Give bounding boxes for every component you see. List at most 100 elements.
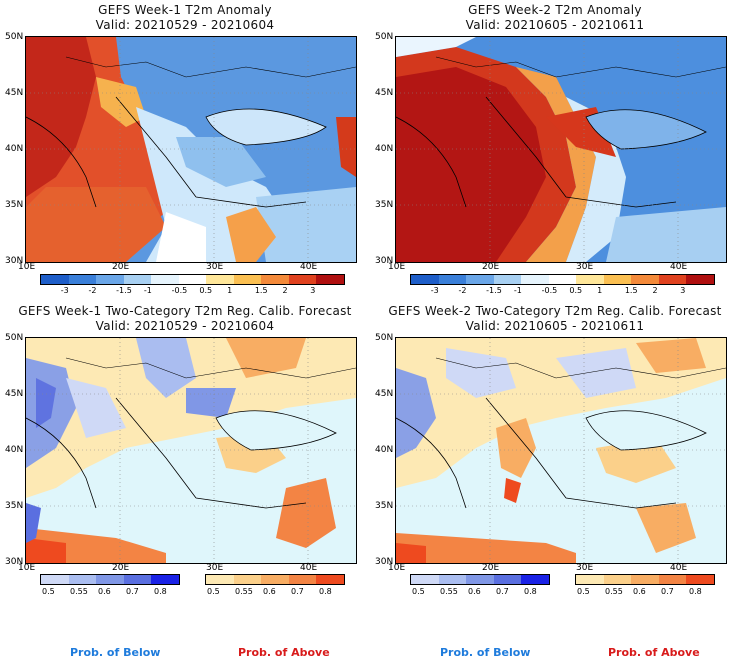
panel-title: GEFS Week-1 Two-Category T2m Reg. Calib.… <box>18 304 352 318</box>
lon-label: 30E <box>576 563 594 573</box>
panel-valid: Valid: 20210529 - 20210604 <box>95 18 275 32</box>
colorbar-swatch <box>68 575 97 584</box>
colorbar-swatch <box>576 275 604 284</box>
panel-title: GEFS Week-1 T2m Anomaly <box>98 3 272 17</box>
colorbar-swatch <box>96 575 124 584</box>
colorbar-swatch <box>521 575 549 584</box>
colorbar-tick-label: 0.6 <box>633 587 646 596</box>
lat-label: 50N <box>5 333 24 343</box>
colorbar-tick-label: 0.8 <box>154 587 167 596</box>
prob-below-label: Prob. of Below <box>70 646 161 659</box>
colorbar-swatch <box>151 575 179 584</box>
lon-label: 10E <box>388 563 406 573</box>
prob-above-label: Prob. of Above <box>238 646 330 659</box>
colorbar-tick-label: -0.5 <box>541 286 558 295</box>
colorbar-tick-label: -1.5 <box>116 286 132 295</box>
colorbar-tick-label: -3 <box>60 286 69 295</box>
colorbar-swatch <box>288 275 317 284</box>
colorbar-swatch <box>686 275 715 284</box>
colorbar-swatch <box>151 275 179 284</box>
colorbar-tick-label: -2 <box>88 286 97 295</box>
panel-week2-anomaly: GEFS Week-2 T2m Anomaly Valid: 20210605 … <box>370 0 740 300</box>
colorbar-swatch <box>686 575 714 584</box>
colorbar-swatch <box>68 275 97 284</box>
lat-label: 50N <box>375 32 394 42</box>
lat-label: 30N <box>5 256 24 266</box>
anomaly-colorbar <box>40 274 345 285</box>
colorbar-swatch <box>576 575 604 584</box>
colorbar-swatch <box>288 575 317 584</box>
colorbar-swatch <box>261 575 289 584</box>
colorbar-swatch <box>206 575 234 584</box>
colorbar-tick-label: 0.5 <box>577 587 590 596</box>
lat-label: 30N <box>375 256 394 266</box>
lat-label: 35N <box>5 501 24 511</box>
colorbar-tick-label: 0.7 <box>661 587 674 596</box>
colorbar-tick-label: 0.8 <box>319 587 332 596</box>
colorbar-tick-label: -0.5 <box>171 286 188 295</box>
colorbar-tick-label: 1.5 <box>624 286 638 295</box>
colorbar-swatch <box>493 275 522 284</box>
colorbar-tick-label: 0.8 <box>524 587 537 596</box>
colorbar-swatch <box>466 575 494 584</box>
colorbar-tick-label: 0.6 <box>98 587 111 596</box>
prob-below-label: Prob. of Below <box>440 646 531 659</box>
colorbar-tick-label: 2 <box>282 286 288 295</box>
panel-valid: Valid: 20210605 - 20210611 <box>465 18 645 32</box>
colorbar-swatch <box>658 575 687 584</box>
colorbar-tick-label: 0.5 <box>569 286 583 295</box>
colorbar-tick-label: 0.6 <box>468 587 481 596</box>
lon-label: 40E <box>670 563 688 573</box>
lat-label: 40N <box>5 445 24 455</box>
lat-label: 45N <box>375 389 394 399</box>
colorbar-tick-label: 1 <box>227 286 233 295</box>
lon-label: 40E <box>670 262 688 272</box>
lat-label: 30N <box>375 557 394 567</box>
prob-above-colorbar <box>205 574 345 585</box>
colorbar-tick-label: 0.55 <box>440 587 458 596</box>
panel-valid: Valid: 20210529 - 20210604 <box>95 319 275 333</box>
lat-label: 40N <box>375 144 394 154</box>
colorbar-tick-label: 0.6 <box>263 587 276 596</box>
lat-label: 40N <box>375 445 394 455</box>
prob-above-label: Prob. of Above <box>608 646 700 659</box>
panel-valid: Valid: 20210605 - 20210611 <box>465 319 645 333</box>
colorbar-tick-label: 3 <box>310 286 316 295</box>
colorbar-tick-label: 0.7 <box>496 587 509 596</box>
colorbar-swatch <box>411 575 439 584</box>
lat-label: 45N <box>375 88 394 98</box>
prob-below-colorbar <box>410 574 550 585</box>
lon-label: 20E <box>112 262 130 272</box>
colorbar-swatch <box>603 575 632 584</box>
colorbar-swatch <box>41 275 69 284</box>
map-week2-prob <box>395 337 727 564</box>
lat-label: 35N <box>375 200 394 210</box>
colorbar-swatch <box>41 575 69 584</box>
colorbar-tick-label: 0.5 <box>42 587 55 596</box>
lon-label: 30E <box>206 262 224 272</box>
lon-label: 20E <box>482 262 500 272</box>
colorbar-tick-label: 0.5 <box>199 286 213 295</box>
lon-label: 20E <box>112 563 130 573</box>
colorbar-tick-label: 0.8 <box>689 587 702 596</box>
prob-below-colorbar <box>40 574 180 585</box>
colorbar-tick-label: 1 <box>597 286 603 295</box>
colorbar-tick-label: 3 <box>680 286 686 295</box>
colorbar-swatch <box>466 275 494 284</box>
colorbar-tick-label: 0.55 <box>235 587 253 596</box>
colorbar-tick-label: 0.7 <box>291 587 304 596</box>
colorbar-tick-label: 2 <box>652 286 658 295</box>
colorbar-swatch <box>316 275 345 284</box>
lon-label: 20E <box>482 563 500 573</box>
lat-label: 35N <box>375 501 394 511</box>
colorbar-swatch <box>631 275 659 284</box>
lat-label: 50N <box>375 333 394 343</box>
lon-label: 30E <box>206 563 224 573</box>
colorbar-swatch <box>493 575 522 584</box>
colorbar-swatch <box>178 275 207 284</box>
colorbar-tick-label: -1 <box>513 286 522 295</box>
colorbar-tick-label: 0.5 <box>207 587 220 596</box>
lat-label: 35N <box>5 200 24 210</box>
colorbar-swatch <box>96 275 124 284</box>
lat-label: 45N <box>5 88 24 98</box>
